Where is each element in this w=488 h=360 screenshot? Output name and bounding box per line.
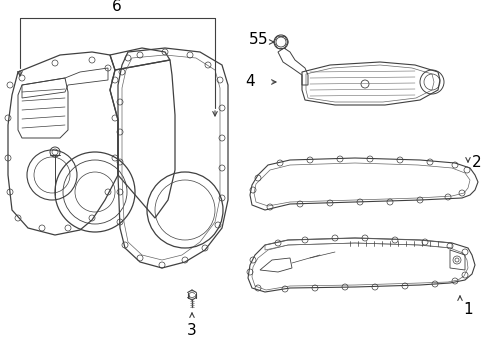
Text: 4: 4 [245, 75, 254, 90]
Text: 5: 5 [248, 32, 258, 48]
Text: 5: 5 [258, 32, 267, 48]
Text: 6: 6 [112, 0, 122, 14]
Text: 1: 1 [462, 302, 472, 317]
Text: 2: 2 [471, 155, 481, 170]
Text: 3: 3 [187, 323, 197, 338]
